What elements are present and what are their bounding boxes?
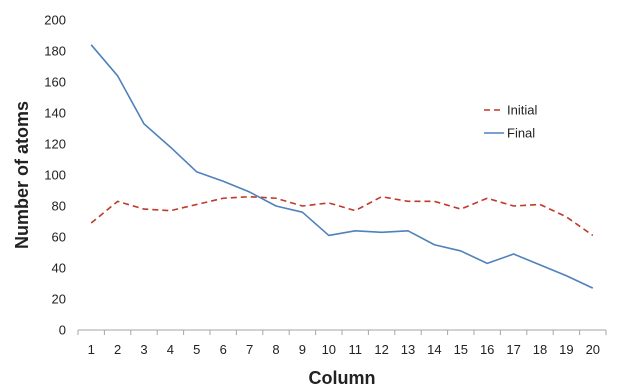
y-tick-label: 200	[44, 13, 66, 28]
legend: Initial Final	[484, 103, 537, 141]
x-tick-label: 11	[348, 342, 362, 357]
x-tick-label: 16	[480, 342, 494, 357]
y-tick-label: 80	[52, 199, 66, 214]
y-tick-label: 120	[44, 137, 66, 152]
y-tick-label: 160	[44, 75, 66, 90]
y-tick-label: 100	[44, 168, 66, 183]
series-layer	[90, 44, 594, 289]
x-tick-label: 19	[559, 342, 573, 357]
legend-label-final: Final	[507, 126, 535, 141]
x-tick-label: 13	[401, 342, 415, 357]
y-tick-label: 140	[44, 106, 66, 121]
x-tick-label: 3	[140, 342, 147, 357]
x-tick-label: 5	[193, 342, 200, 357]
y-tick-label: 40	[52, 261, 66, 276]
x-tick-label: 9	[299, 342, 306, 357]
x-tick-label: 12	[374, 342, 388, 357]
x-tick-label: 7	[246, 342, 253, 357]
y-tick-label: 60	[52, 230, 66, 245]
x-tick-label: 1	[88, 342, 95, 357]
series-line-final	[90, 44, 594, 289]
x-tick-label: 15	[454, 342, 468, 357]
x-tick-label: 18	[533, 342, 547, 357]
y-tick-label: 0	[59, 323, 66, 338]
x-tick-label: 10	[322, 342, 336, 357]
x-tick-label: 4	[167, 342, 174, 357]
x-tick-label: 8	[272, 342, 279, 357]
series-line-initial	[90, 195, 594, 237]
x-tick-label: 20	[586, 342, 600, 357]
legend-label-initial: Initial	[507, 103, 537, 118]
x-axis-title: Column	[309, 368, 376, 388]
y-axis-ticks: 0 20 40 60 80 100 120 140 160 180 200	[44, 13, 66, 338]
x-tick-label: 14	[427, 342, 441, 357]
y-axis-title: Number of atoms	[12, 101, 32, 249]
x-tick-label: 2	[114, 342, 121, 357]
x-axis-ticks: 1 2 3 4 5 6 7 8 9 10 11 12 13 14 15 16 17 18 19 20	[77, 330, 607, 357]
x-tick-label: 17	[506, 342, 520, 357]
x-tick-label: 6	[220, 342, 227, 357]
y-tick-label: 180	[44, 44, 66, 59]
y-tick-label: 20	[52, 292, 66, 307]
